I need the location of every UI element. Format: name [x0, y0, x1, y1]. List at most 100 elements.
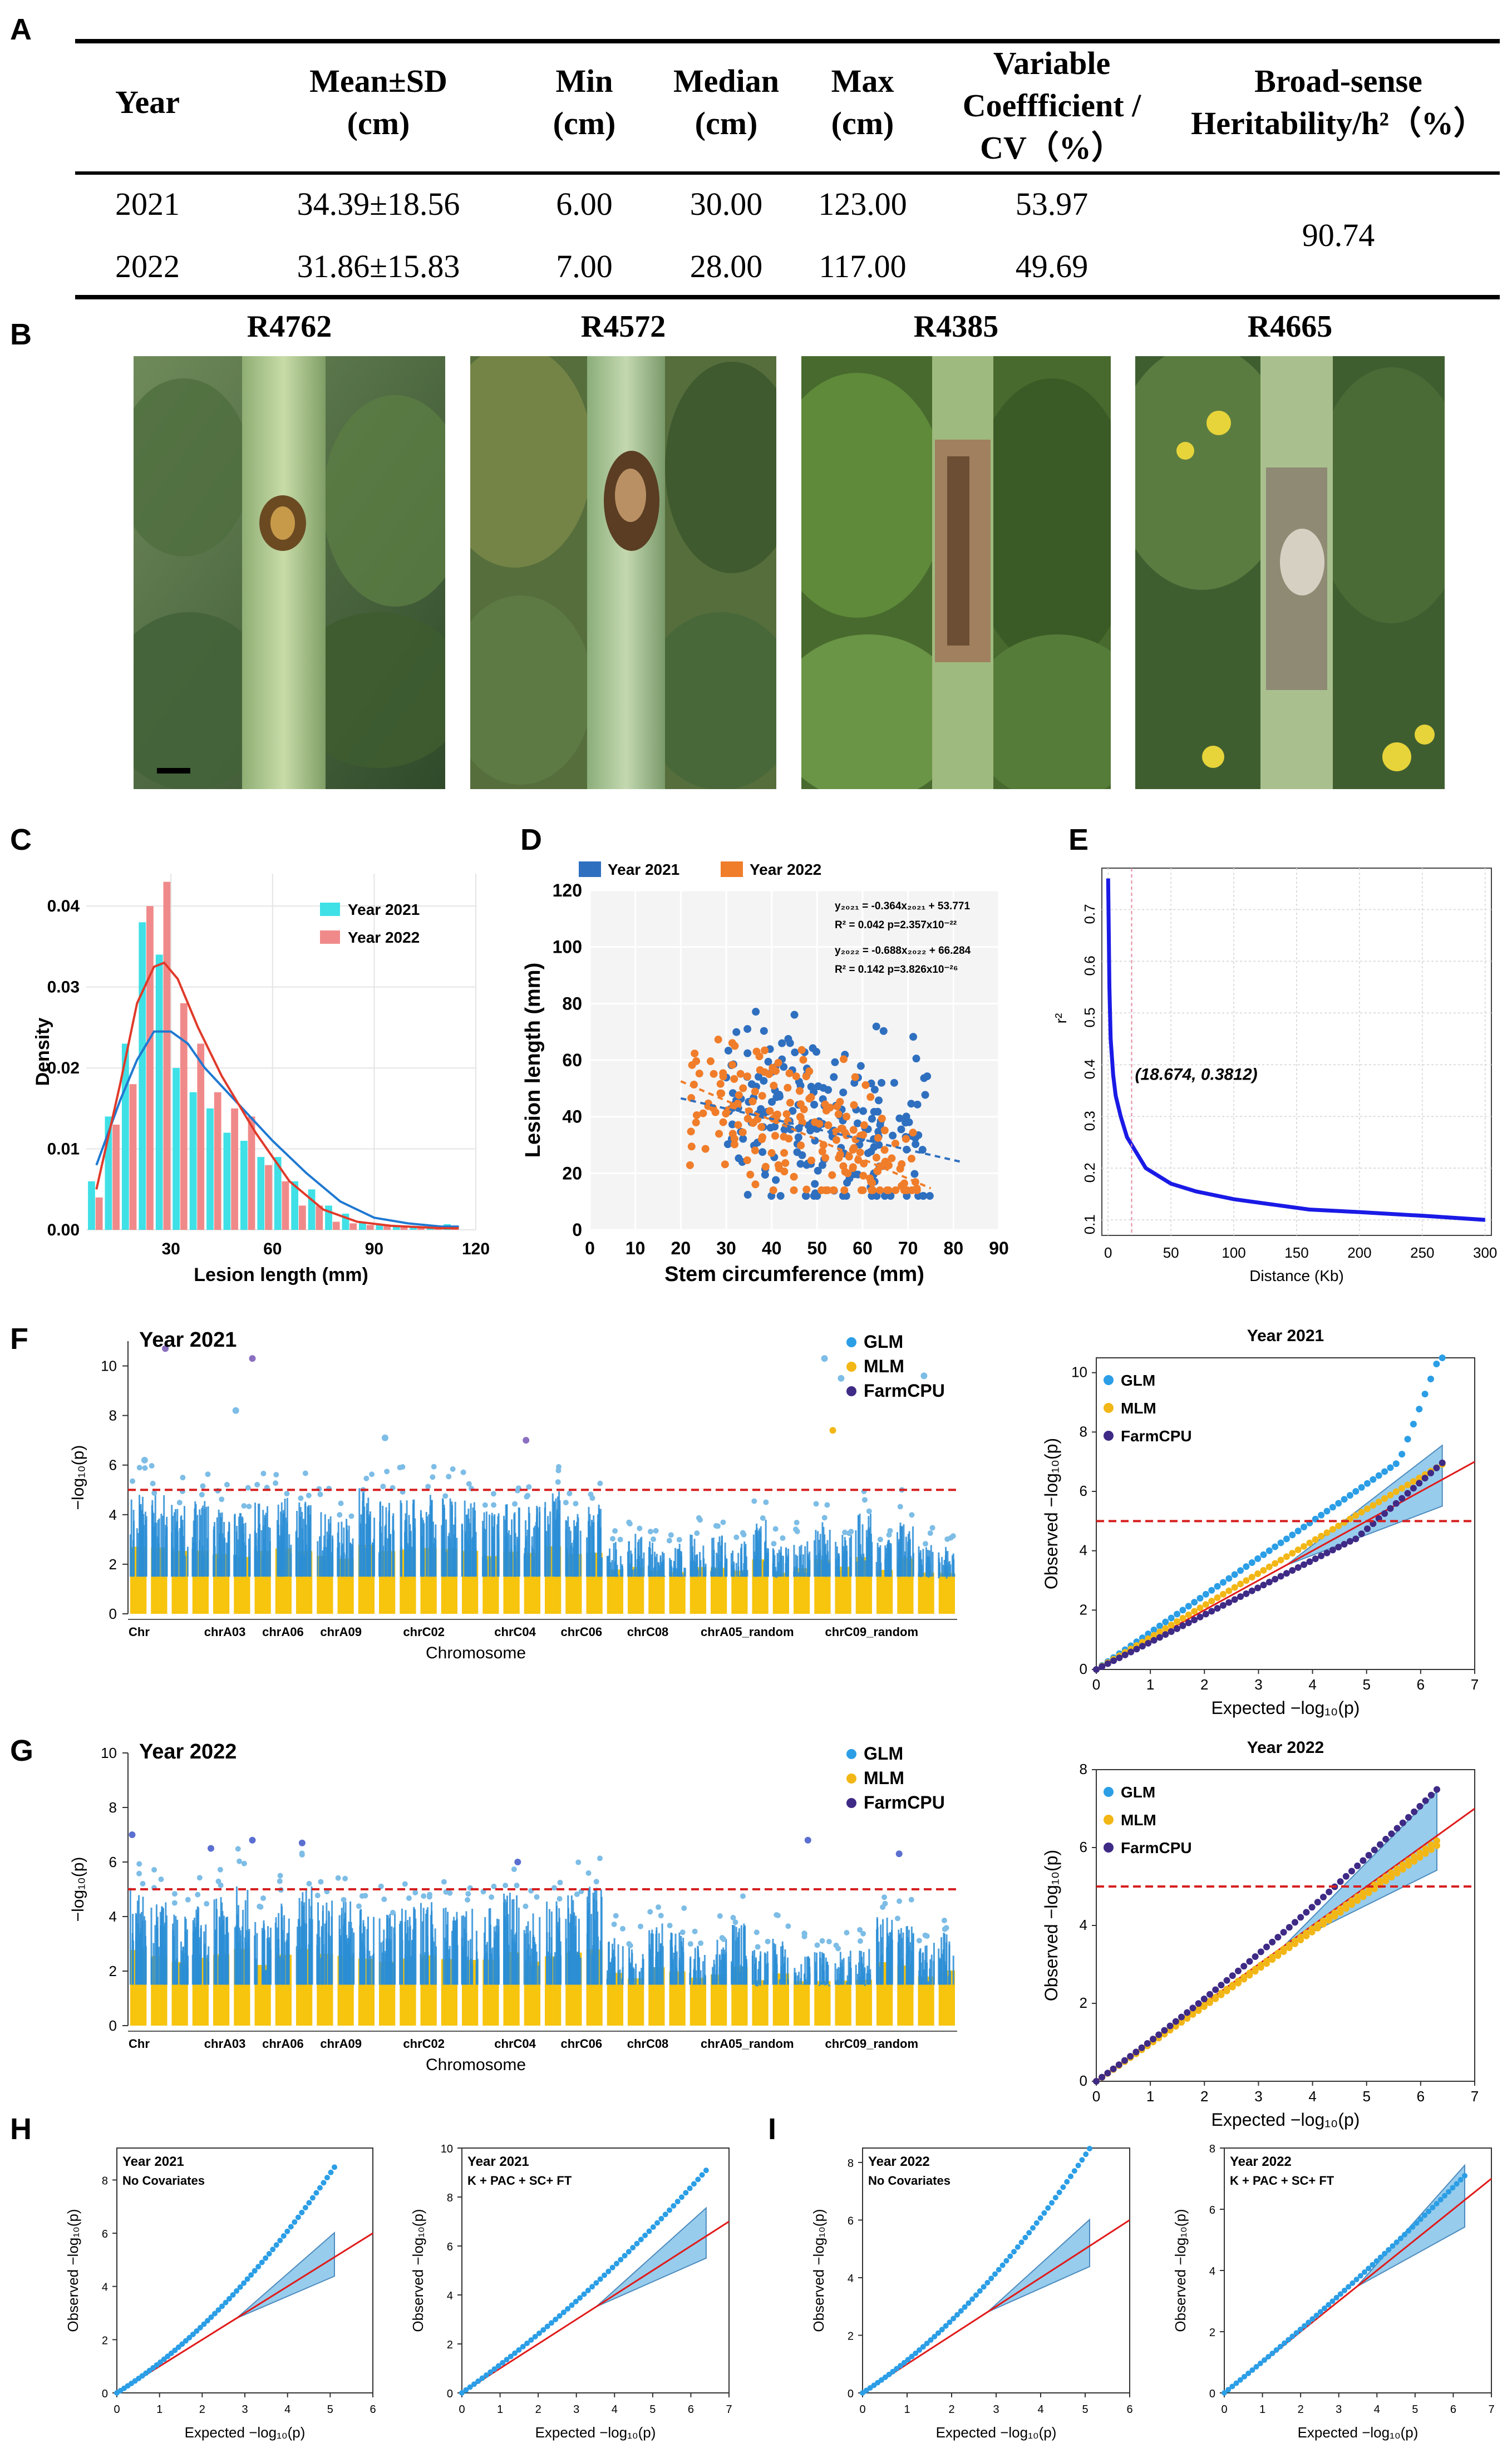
- qq-points: [966, 2300, 972, 2306]
- qq-points: [328, 2169, 334, 2175]
- farmcpu-points: [1329, 1546, 1336, 1554]
- glm-point: [593, 1879, 599, 1885]
- bar-2022: [112, 1124, 120, 1230]
- qq-points: [244, 2276, 250, 2282]
- point-2022: [826, 1104, 834, 1112]
- point-2021: [807, 1082, 815, 1091]
- panel-label-a: A: [10, 13, 32, 46]
- glm-point: [713, 1523, 719, 1529]
- bar-2022: [383, 1225, 391, 1230]
- qq-points: [992, 2271, 998, 2277]
- y-tick-label: 10: [1071, 1364, 1087, 1381]
- qq-points: [190, 2331, 196, 2337]
- glm-points: [1398, 1451, 1406, 1458]
- glm-point: [597, 1480, 603, 1486]
- chromosome-band: [938, 1573, 955, 1614]
- farmcpu-points: [1323, 1549, 1331, 1556]
- qq-points: [1222, 2390, 1227, 2396]
- qq-points: [259, 2259, 265, 2265]
- glm-point: [555, 1479, 561, 1485]
- glm-points: [1392, 1460, 1400, 1467]
- qq-points: [292, 2219, 298, 2225]
- legend-label: GLM: [1121, 1372, 1155, 1389]
- farmcpu-points: [1422, 1797, 1429, 1804]
- y-tick-label: 6: [447, 2241, 453, 2253]
- qq-points: [954, 2312, 960, 2318]
- farmcpu-points: [1218, 1982, 1225, 1989]
- mlm-points: [1416, 1474, 1423, 1481]
- glm-points: [1416, 1854, 1424, 1861]
- point-2021: [760, 1077, 768, 1085]
- point-2022: [821, 1154, 830, 1162]
- x-tick-label: chrA03: [204, 2037, 246, 2051]
- farmcpu-points: [1399, 1819, 1406, 1826]
- qq-points: [1366, 2265, 1372, 2272]
- qq-points: [1079, 2157, 1085, 2163]
- point-2021: [752, 1008, 760, 1016]
- bar-2022: [248, 1116, 255, 1230]
- qq-points: [646, 2228, 652, 2234]
- y-tick-label: 0: [1080, 1661, 1087, 1677]
- mlm-points: [1208, 1598, 1215, 1605]
- mlm-points: [1314, 1922, 1321, 1929]
- point-2022: [817, 1186, 826, 1194]
- x-tick-label: 4: [284, 2403, 290, 2416]
- point-2021: [905, 1118, 913, 1126]
- glm-point: [687, 1941, 693, 1947]
- qq-points: [924, 2341, 930, 2347]
- qq-points: [252, 2268, 258, 2274]
- x-tick-label: 150: [1284, 1244, 1308, 1261]
- farmcpu-points: [1294, 1564, 1302, 1571]
- glm-point: [237, 1858, 243, 1864]
- farmcpu-points: [1219, 1602, 1227, 1609]
- glm-point: [612, 1528, 618, 1534]
- y-tick-label: 2: [848, 2330, 854, 2342]
- farmcpu-points: [1156, 1634, 1163, 1641]
- plot-title: Year 2022: [1247, 1738, 1324, 1757]
- qq-points: [585, 2287, 591, 2293]
- farmcpu-points: [1144, 2040, 1151, 2047]
- qq-points: [1026, 2230, 1032, 2236]
- qq-points: [1454, 2181, 1460, 2187]
- point-2022: [691, 1050, 699, 1058]
- farmcpu-points: [1254, 1584, 1262, 1592]
- point-2021: [764, 1057, 772, 1066]
- point-2022: [767, 1149, 776, 1157]
- glm-points: [1410, 1421, 1417, 1428]
- plot-subtitle: No Covariates: [868, 2174, 950, 2188]
- legend-label: FarmCPU: [1121, 1427, 1192, 1445]
- bar-2022: [197, 1043, 205, 1230]
- y-axis-label: −log₁₀(p): [69, 1857, 87, 1922]
- legend-marker: [846, 1386, 856, 1396]
- qq-points: [302, 2205, 308, 2211]
- glm-points: [1277, 1539, 1284, 1546]
- qq-points: [1333, 2294, 1339, 2301]
- x-tick-label: 100: [1222, 1244, 1245, 1261]
- qq-points: [573, 2298, 579, 2304]
- point-2021: [780, 1125, 789, 1134]
- qq-points: [273, 2242, 279, 2248]
- glm-point: [338, 1500, 344, 1506]
- qq-points: [638, 2237, 644, 2243]
- mlm-points: [1240, 1973, 1248, 1981]
- point-2021: [743, 1191, 752, 1199]
- glm-points: [1248, 1559, 1255, 1566]
- qq-points: [1317, 2309, 1323, 2315]
- point-2022: [746, 1170, 755, 1179]
- legend-marker: [846, 1798, 856, 1808]
- point-2022: [834, 1110, 843, 1119]
- point-2022: [719, 1069, 727, 1077]
- glm-points: [1301, 1524, 1308, 1530]
- legend-marker: [1104, 1375, 1114, 1385]
- qq-points: [1390, 2243, 1396, 2249]
- glm-point: [341, 1897, 347, 1903]
- qq-points: [1393, 2239, 1400, 2245]
- glm-point: [136, 1465, 142, 1471]
- farmcpu-points: [1093, 1666, 1100, 1673]
- farmcpu-points: [1297, 1914, 1304, 1921]
- significant-point: [523, 1437, 530, 1444]
- mlm-points: [1229, 1982, 1236, 1989]
- qq-points: [1297, 2326, 1303, 2332]
- farmcpu-points: [1388, 1830, 1395, 1838]
- farmcpu-points: [1195, 2000, 1202, 2007]
